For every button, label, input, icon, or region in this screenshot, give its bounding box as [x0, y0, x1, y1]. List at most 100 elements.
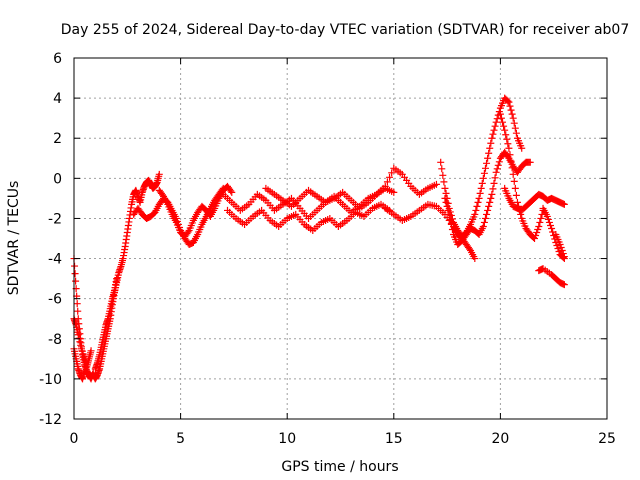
series-trace-q	[535, 265, 568, 289]
x-tick-label: 20	[491, 431, 509, 447]
data-point	[496, 110, 504, 118]
data-point	[511, 184, 519, 192]
data-point	[481, 214, 489, 222]
data-point	[76, 338, 84, 346]
data-point	[560, 200, 568, 208]
data-point	[497, 114, 505, 122]
y-tick-label: -12	[39, 412, 62, 428]
series-trace-m	[441, 148, 534, 249]
y-tick-label: 0	[53, 171, 62, 187]
data-point	[504, 97, 512, 105]
x-tick-label: 0	[70, 431, 79, 447]
data-point	[432, 180, 440, 188]
data-point	[442, 198, 450, 206]
data-point	[531, 235, 539, 242]
y-tick-label: -8	[48, 332, 62, 348]
series-trace-r	[552, 230, 568, 261]
data-point	[513, 198, 521, 206]
y-tick-label: -2	[48, 211, 62, 227]
data-point	[559, 250, 567, 258]
data-point	[477, 184, 485, 192]
series-trace-j	[262, 164, 440, 212]
data-point	[548, 224, 556, 232]
series-trace-o	[501, 184, 568, 214]
data-point	[75, 334, 83, 342]
data-point	[485, 149, 493, 157]
data-point	[556, 241, 564, 249]
data-point	[504, 140, 512, 148]
data-point	[439, 171, 447, 179]
data-point	[386, 173, 394, 181]
data-point	[478, 179, 486, 187]
data-point	[492, 118, 500, 126]
data-point	[506, 151, 514, 159]
data-points	[70, 94, 568, 383]
y-axis-label: SDTVAR / TECUs	[6, 181, 22, 296]
y-tick-label: -4	[48, 252, 62, 268]
series-trace-e	[91, 275, 121, 373]
data-point	[488, 190, 496, 198]
data-point	[533, 228, 541, 236]
data-point	[444, 206, 452, 214]
series-trace-p	[539, 204, 568, 263]
data-point	[448, 225, 456, 233]
data-point	[113, 275, 121, 283]
data-point	[438, 165, 446, 173]
data-point	[390, 188, 398, 196]
data-point	[512, 129, 520, 137]
data-point	[554, 245, 562, 253]
data-point	[437, 158, 445, 166]
x-tick-label: 15	[385, 431, 403, 447]
data-point	[505, 144, 513, 152]
data-point	[483, 159, 491, 167]
y-tick-label: 6	[53, 51, 62, 67]
data-point	[560, 281, 568, 289]
ticks: 0 5 10 15 20 25 -12 -10 -8 -6 -4 -2 0 2 4 6	[39, 51, 616, 447]
data-point	[484, 206, 492, 214]
data-point	[508, 110, 516, 118]
data-point	[493, 165, 501, 173]
data-point	[441, 184, 449, 192]
data-point	[381, 182, 389, 190]
data-point	[158, 191, 166, 199]
data-point	[155, 170, 163, 178]
data-point	[495, 158, 503, 166]
data-point	[510, 119, 518, 127]
data-point	[490, 126, 498, 134]
y-tick-label: 2	[53, 131, 62, 147]
data-point	[440, 178, 448, 186]
data-point	[543, 212, 551, 220]
series-trace-d	[89, 170, 163, 383]
series-trace-b	[70, 315, 95, 371]
data-point	[555, 248, 563, 256]
data-point	[507, 106, 515, 114]
data-point	[535, 222, 543, 230]
data-point	[501, 126, 509, 134]
data-point	[494, 161, 502, 169]
data-point	[489, 185, 497, 193]
data-point	[490, 179, 498, 187]
data-point	[486, 144, 494, 152]
data-point	[508, 164, 516, 172]
data-point	[509, 170, 517, 178]
data-point	[510, 177, 518, 185]
data-point	[474, 198, 482, 206]
data-point	[536, 218, 544, 226]
data-point	[537, 214, 545, 222]
data-point	[442, 189, 450, 197]
data-point	[492, 168, 500, 176]
data-point	[71, 262, 79, 270]
data-point	[509, 114, 517, 122]
data-point	[472, 206, 480, 214]
data-point	[558, 247, 566, 255]
data-point	[500, 122, 508, 130]
data-point	[499, 118, 507, 126]
data-point	[480, 218, 488, 226]
data-point	[228, 188, 236, 196]
data-point	[511, 124, 519, 132]
data-point	[483, 210, 491, 218]
data-point	[502, 131, 510, 139]
data-point	[445, 210, 453, 218]
data-point	[506, 102, 514, 110]
data-point	[512, 191, 520, 199]
